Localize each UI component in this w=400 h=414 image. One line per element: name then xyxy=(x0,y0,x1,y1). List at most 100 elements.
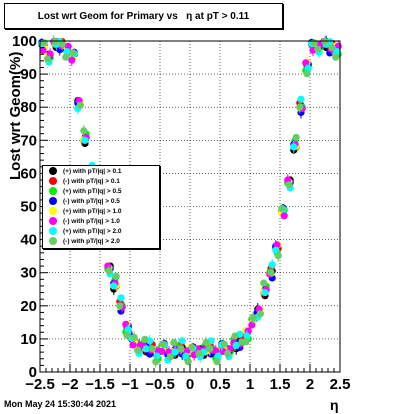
chart-title-box: Lost wrt Geom for Primary vs η at pT > 0… xyxy=(4,3,283,29)
data-point xyxy=(178,337,186,345)
data-point xyxy=(134,346,142,354)
x-tick-label: −0.5 xyxy=(145,376,175,393)
legend-marker xyxy=(49,167,57,175)
x-tick-labels: −2.5 −2 −1.5 −1 −0.5 0 0.5 1 1.5 2 2.5 xyxy=(25,376,350,393)
x-tick-label: 0 xyxy=(186,376,194,393)
x-axis-label: η xyxy=(330,397,339,413)
data-points xyxy=(38,35,342,368)
legend-entry: (-) with pT/|q| > 0.5 xyxy=(43,196,159,206)
legend-label: (+) with pT/|q| > 0.1 xyxy=(63,167,122,175)
x-tick-label: 1 xyxy=(246,376,254,393)
legend-label: (+) with pT/|q| > 2.0 xyxy=(63,227,122,235)
data-point xyxy=(142,345,150,353)
legend-label: (-) with pT/|q| > 2.0 xyxy=(63,237,120,245)
legend-label: (-) with pT/|q| > 0.5 xyxy=(63,197,120,205)
data-point xyxy=(268,261,276,269)
data-point xyxy=(231,332,239,340)
data-point xyxy=(296,103,304,111)
data-point xyxy=(80,127,88,135)
legend-label: (-) with pT/|q| > 0.1 xyxy=(63,177,120,185)
legend-marker xyxy=(49,187,57,195)
y-tick-label: 40 xyxy=(20,232,37,249)
timestamp: Mon May 24 15:30:44 2021 xyxy=(4,399,117,409)
data-point xyxy=(224,349,232,358)
data-point xyxy=(314,45,322,53)
data-point xyxy=(177,345,185,353)
y-tick-labels: 0 10 20 30 40 50 60 70 80 90 100 xyxy=(12,33,37,381)
legend-marker xyxy=(49,237,57,245)
legend-marker xyxy=(49,177,57,185)
x-tick-label: 0.5 xyxy=(210,376,231,393)
data-point xyxy=(51,38,59,46)
data-point xyxy=(188,343,196,351)
legend-marker xyxy=(49,227,57,235)
y-axis-label-text: Lost wrt Geom(%) xyxy=(7,51,24,180)
x-tick-label: −1 xyxy=(121,376,138,393)
data-point xyxy=(170,339,178,347)
legend-marker xyxy=(49,197,57,205)
data-point xyxy=(267,269,275,277)
data-point xyxy=(129,341,137,349)
data-point xyxy=(261,288,269,297)
y-tick-label: 100 xyxy=(12,33,37,50)
data-point xyxy=(232,341,240,350)
legend-entry: (+) with pT/|q| > 0.1 xyxy=(43,166,159,176)
y-tick-label: 50 xyxy=(20,199,37,216)
data-point xyxy=(68,56,76,64)
data-point xyxy=(153,352,161,360)
data-point xyxy=(248,321,256,329)
data-point xyxy=(44,55,52,63)
data-point xyxy=(202,339,210,347)
data-point xyxy=(81,136,89,144)
axis-ticks xyxy=(39,40,341,373)
data-point xyxy=(124,326,132,334)
data-point xyxy=(303,70,311,78)
legend-label: (+) with pT/|q| > 0.5 xyxy=(63,187,122,195)
data-point xyxy=(105,267,113,275)
data-point xyxy=(278,204,286,212)
data-point xyxy=(195,349,203,358)
data-point xyxy=(292,133,300,141)
data-point xyxy=(117,294,125,302)
data-point xyxy=(110,282,118,290)
x-tick-label: 1.5 xyxy=(270,376,291,393)
data-point xyxy=(242,338,250,346)
data-point xyxy=(249,313,257,322)
data-point xyxy=(274,252,282,260)
legend-marker xyxy=(49,217,57,225)
data-point xyxy=(39,46,47,54)
y-tick-label: 30 xyxy=(20,265,37,282)
data-point xyxy=(220,340,228,348)
y-tick-label: 90 xyxy=(20,66,37,83)
data-point xyxy=(158,347,166,356)
legend: (+) with pT/|q| > 0.1 (-) with pT/|q| > 0… xyxy=(42,165,160,249)
y-tick-label: 70 xyxy=(20,132,37,149)
data-point xyxy=(243,332,251,340)
data-point xyxy=(58,40,66,48)
data-point xyxy=(333,47,341,56)
data-point xyxy=(184,358,192,366)
y-tick-label: 60 xyxy=(20,165,37,182)
data-point xyxy=(214,352,222,360)
data-point xyxy=(159,340,167,348)
data-point xyxy=(182,352,190,360)
legend-label: (+) with pT/|q| > 1.0 xyxy=(63,207,122,215)
data-point xyxy=(112,272,120,281)
data-point xyxy=(130,333,138,342)
data-point xyxy=(166,353,174,361)
legend-entry: (-) with pT/|q| > 0.1 xyxy=(43,176,159,186)
data-point xyxy=(62,53,70,61)
legend-entry: (+) with pT/|q| > 1.0 xyxy=(43,206,159,216)
data-point xyxy=(285,181,293,189)
data-point xyxy=(256,310,264,318)
y-tick-label: 80 xyxy=(20,99,37,116)
chart-title: Lost wrt Geom for Primary vs η at pT > 0… xyxy=(37,10,250,22)
legend-entry: (-) with pT/|q| > 1.0 xyxy=(43,216,159,226)
data-point xyxy=(171,348,179,356)
data-point xyxy=(260,279,268,287)
data-point xyxy=(148,345,156,353)
y-tick-label: 20 xyxy=(20,298,37,315)
legend-entry: (+) with pT/|q| > 2.0 xyxy=(43,226,159,236)
data-point xyxy=(76,101,84,109)
